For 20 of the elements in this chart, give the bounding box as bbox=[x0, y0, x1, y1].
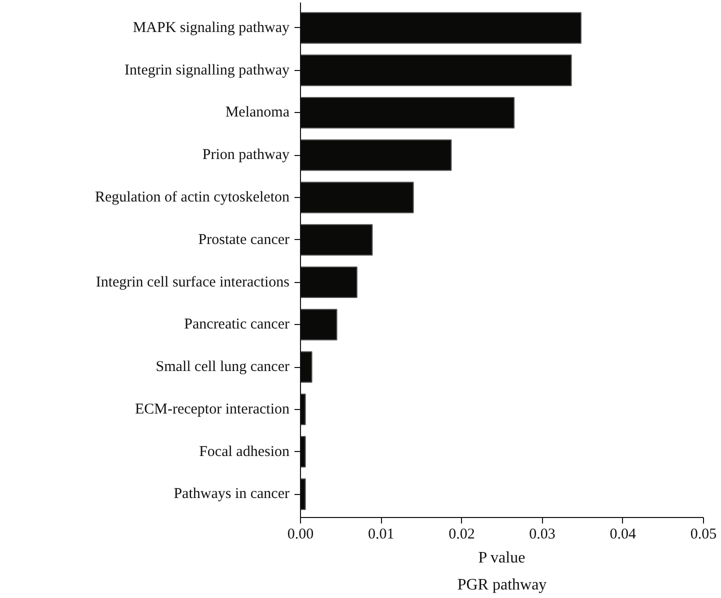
x-tick-label: 0.05 bbox=[690, 526, 717, 542]
text: PGR pathway bbox=[457, 576, 547, 594]
y-tick-label: Melanoma bbox=[225, 104, 290, 121]
y-tick-label: ECM-receptor interaction bbox=[134, 401, 290, 418]
x-tick-label: 0.03 bbox=[529, 526, 556, 542]
y-tick-label: MAPK signaling pathway bbox=[132, 20, 290, 36]
x-tick-label: 0.01 bbox=[368, 526, 394, 542]
x-axis-title: P value bbox=[478, 550, 526, 566]
y-tick-label: Regulation of actin cytoskeleton bbox=[94, 189, 290, 206]
y-tick-label: Pathways in cancer bbox=[174, 486, 290, 502]
y-tick-label: Pancreatic cancer bbox=[184, 316, 290, 333]
y-tick-label: Prostate cancer bbox=[198, 232, 290, 248]
x-tick-label: 0.02 bbox=[448, 526, 475, 542]
x-tick-label: 0.00 bbox=[287, 526, 314, 542]
x-tick-label: 0.04 bbox=[610, 526, 637, 542]
y-tick-label: Small cell lung cancer bbox=[156, 359, 290, 376]
y-tick-label: Integrin cell surface interactions bbox=[96, 274, 290, 290]
y-tick-label: Integrin signalling pathway bbox=[124, 62, 290, 78]
y-tick-label: Prion pathway bbox=[202, 147, 290, 164]
y-tick-label: Focal adhesion bbox=[199, 444, 290, 460]
